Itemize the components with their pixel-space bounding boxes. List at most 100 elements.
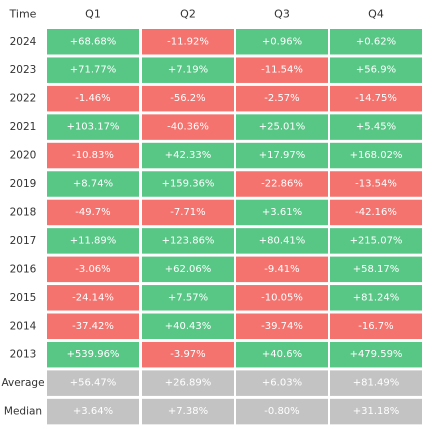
heatmap-cell-2016-q1 [47, 256, 139, 283]
heatmap-cell-median-q3 [236, 398, 328, 425]
cell-value-2023-q1: +71.77% [70, 65, 117, 76]
cell-value-2014-q4: -16.7% [358, 321, 393, 332]
row-label-2015: 2015 [10, 292, 37, 304]
heatmap-cell-median-q1 [47, 398, 139, 425]
row-label-2024: 2024 [10, 36, 37, 48]
heatmap-cell-2019-q4 [330, 171, 422, 197]
heatmap-cell-2022-q3 [236, 85, 328, 112]
cell-value-2020-q1: -10.83% [72, 150, 114, 161]
cell-value-2013-q3: +40.6% [262, 349, 302, 360]
heatmap-cell-2013-q1 [47, 341, 139, 368]
row-label-2013: 2013 [10, 349, 37, 361]
cell-value-2017-q2: +123.86% [162, 235, 215, 246]
heatmap-cell-2016-q2 [142, 256, 234, 283]
heatmap-cell-2023-q3 [236, 57, 328, 83]
cell-value-median-q2: +7.38% [168, 406, 208, 417]
heatmap-cell-2015-q4 [330, 285, 422, 311]
heatmap-cell-2020-q3 [236, 142, 328, 169]
cell-value-2019-q4: -13.54% [355, 179, 397, 190]
cell-value-2015-q1: -24.14% [72, 292, 114, 303]
cell-value-2022-q3: -2.57% [264, 93, 299, 104]
row-label-2020: 2020 [10, 150, 37, 162]
cell-value-2018-q2: -7.71% [170, 207, 205, 218]
cell-value-2023-q3: -11.54% [261, 65, 303, 76]
heatmap-cell-2021-q3 [236, 114, 328, 140]
column-header-q4: Q4 [368, 8, 384, 21]
heatmap-cell-2018-q4 [330, 199, 422, 226]
heatmap-cell-2019-q1 [47, 171, 139, 197]
column-header-q1: Q1 [85, 8, 101, 21]
heatmap-cell-2017-q3 [236, 228, 328, 254]
cell-value-2013-q1: +539.96% [67, 349, 120, 360]
cell-value-2017-q4: +215.07% [350, 235, 403, 246]
heatmap-cell-2023-q1 [47, 57, 139, 83]
heatmap-cell-2023-q4 [330, 57, 422, 83]
row-label-2016: 2016 [10, 263, 37, 275]
heatmap-cell-2024-q3 [236, 29, 328, 55]
cell-value-average-q2: +26.89% [165, 378, 212, 389]
heatmap-cell-2017-q4 [330, 228, 422, 254]
cell-value-2024-q3: +0.96% [262, 36, 302, 47]
cell-value-2019-q1: +8.74% [73, 179, 113, 190]
cell-value-2023-q4: +56.9% [356, 65, 396, 76]
cell-value-2013-q4: +479.59% [350, 349, 403, 360]
cell-value-median-q1: +3.64% [73, 406, 113, 417]
cell-value-2015-q4: +81.24% [353, 292, 400, 303]
heatmap-cell-2021-q4 [330, 114, 422, 140]
heatmap-cell-2020-q2 [142, 142, 234, 169]
cell-value-2014-q2: +40.43% [165, 321, 212, 332]
heatmap-cell-2018-q2 [142, 199, 234, 226]
heatmap-cell-average-q2 [142, 370, 234, 396]
heatmap-cell-2023-q2 [142, 57, 234, 83]
heatmap-cell-2024-q2 [142, 29, 234, 55]
cell-value-2014-q3: -39.74% [261, 321, 303, 332]
heatmap-cell-2017-q2 [142, 228, 234, 254]
heatmap-cell-2020-q4 [330, 142, 422, 169]
cell-value-2019-q2: +159.36% [162, 179, 215, 190]
heatmap-cell-2022-q2 [142, 85, 234, 112]
row-label-2019: 2019 [10, 178, 37, 190]
heatmap-cell-2022-q1 [47, 85, 139, 112]
cell-value-average-q4: +81.49% [353, 378, 400, 389]
cell-value-2023-q2: +7.19% [168, 65, 208, 76]
row-label-median: Median [4, 406, 42, 418]
heatmap-cell-2016-q3 [236, 256, 328, 283]
heatmap-cell-2013-q3 [236, 341, 328, 368]
row-label-average: Average [1, 377, 44, 389]
heatmap-cell-median-q2 [142, 398, 234, 425]
cell-value-2024-q1: +68.68% [70, 36, 117, 47]
cell-value-2021-q1: +103.17% [67, 122, 120, 133]
cell-value-2022-q4: -14.75% [355, 93, 397, 104]
cell-value-median-q4: +31.18% [353, 406, 400, 417]
cell-value-2016-q3: -9.41% [264, 264, 299, 275]
heatmap-cell-2021-q1 [47, 114, 139, 140]
cell-value-2019-q3: -22.86% [261, 179, 303, 190]
cell-value-2022-q1: -1.46% [75, 93, 110, 104]
cell-value-2015-q2: +7.57% [168, 292, 208, 303]
column-header-q3: Q3 [274, 8, 290, 21]
heatmap-cell-average-q3 [236, 370, 328, 396]
heatmap-cell-median-q4 [330, 398, 422, 425]
row-label-2017: 2017 [10, 235, 37, 247]
heatmap-cell-2013-q4 [330, 341, 422, 368]
cell-value-median-q3: -0.80% [264, 406, 299, 417]
heatmap-cell-average-q4 [330, 370, 422, 396]
heatmap-cell-2013-q2 [142, 341, 234, 368]
cell-value-2016-q4: +58.17% [353, 264, 400, 275]
row-label-2014: 2014 [10, 320, 37, 332]
cell-value-2021-q3: +25.01% [259, 122, 306, 133]
heatmap-cell-2024-q4 [330, 29, 422, 55]
cell-value-2020-q4: +168.02% [350, 150, 403, 161]
cell-value-2020-q3: +17.97% [259, 150, 306, 161]
cell-value-2014-q1: -37.42% [72, 321, 114, 332]
cell-value-2013-q2: -3.97% [170, 349, 205, 360]
heatmap-cell-2021-q2 [142, 114, 234, 140]
cell-value-2016-q1: -3.06% [75, 264, 110, 275]
cell-value-average-q3: +6.03% [262, 378, 302, 389]
heatmap-cell-average-q1 [47, 370, 139, 396]
row-label-2021: 2021 [10, 121, 37, 133]
heatmap-cell-2014-q3 [236, 313, 328, 339]
cell-value-2021-q4: +5.45% [356, 122, 396, 133]
cell-value-average-q1: +56.47% [70, 378, 117, 389]
